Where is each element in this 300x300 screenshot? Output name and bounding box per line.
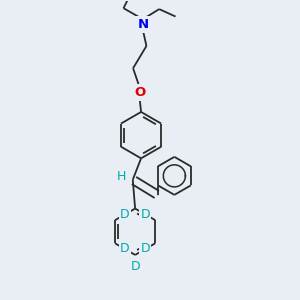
Text: D: D xyxy=(120,242,130,256)
Text: D: D xyxy=(141,242,150,256)
Text: H: H xyxy=(117,170,126,183)
Text: O: O xyxy=(134,86,145,99)
Text: D: D xyxy=(120,208,130,221)
Text: D: D xyxy=(130,260,140,273)
Text: N: N xyxy=(137,18,148,31)
Text: D: D xyxy=(141,208,150,221)
